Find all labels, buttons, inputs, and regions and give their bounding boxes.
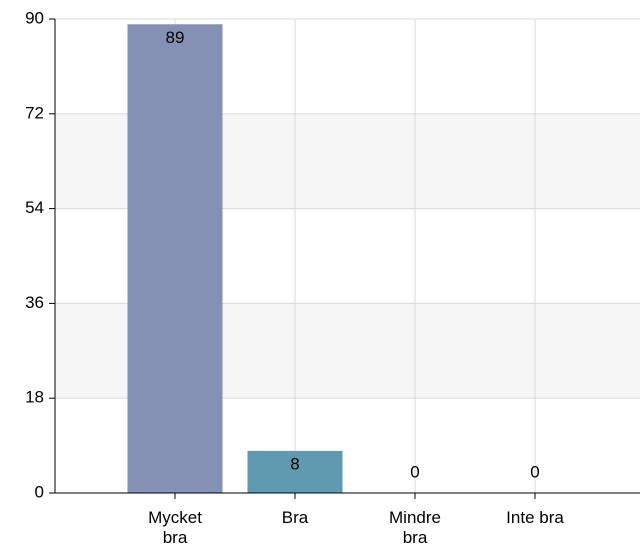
y-tick-label: 72 (25, 103, 44, 122)
value-label: 0 (410, 462, 419, 481)
value-label: 0 (530, 462, 539, 481)
bar (127, 24, 223, 494)
x-tick-label: Mindre bra (389, 508, 441, 547)
y-tick-label: 36 (25, 293, 44, 312)
y-tick-label: 18 (25, 388, 44, 407)
y-tick-label: 90 (25, 8, 44, 27)
bar (247, 450, 343, 493)
value-label: 89 (166, 28, 185, 47)
x-tick-label: Mycket bra (148, 508, 202, 547)
y-tick-label: 54 (25, 198, 44, 217)
y-tick-label: 0 (35, 482, 44, 501)
value-label: 8 (290, 454, 299, 473)
x-tick-label: Inte bra (506, 508, 564, 527)
x-tick-label: Bra (281, 508, 309, 527)
